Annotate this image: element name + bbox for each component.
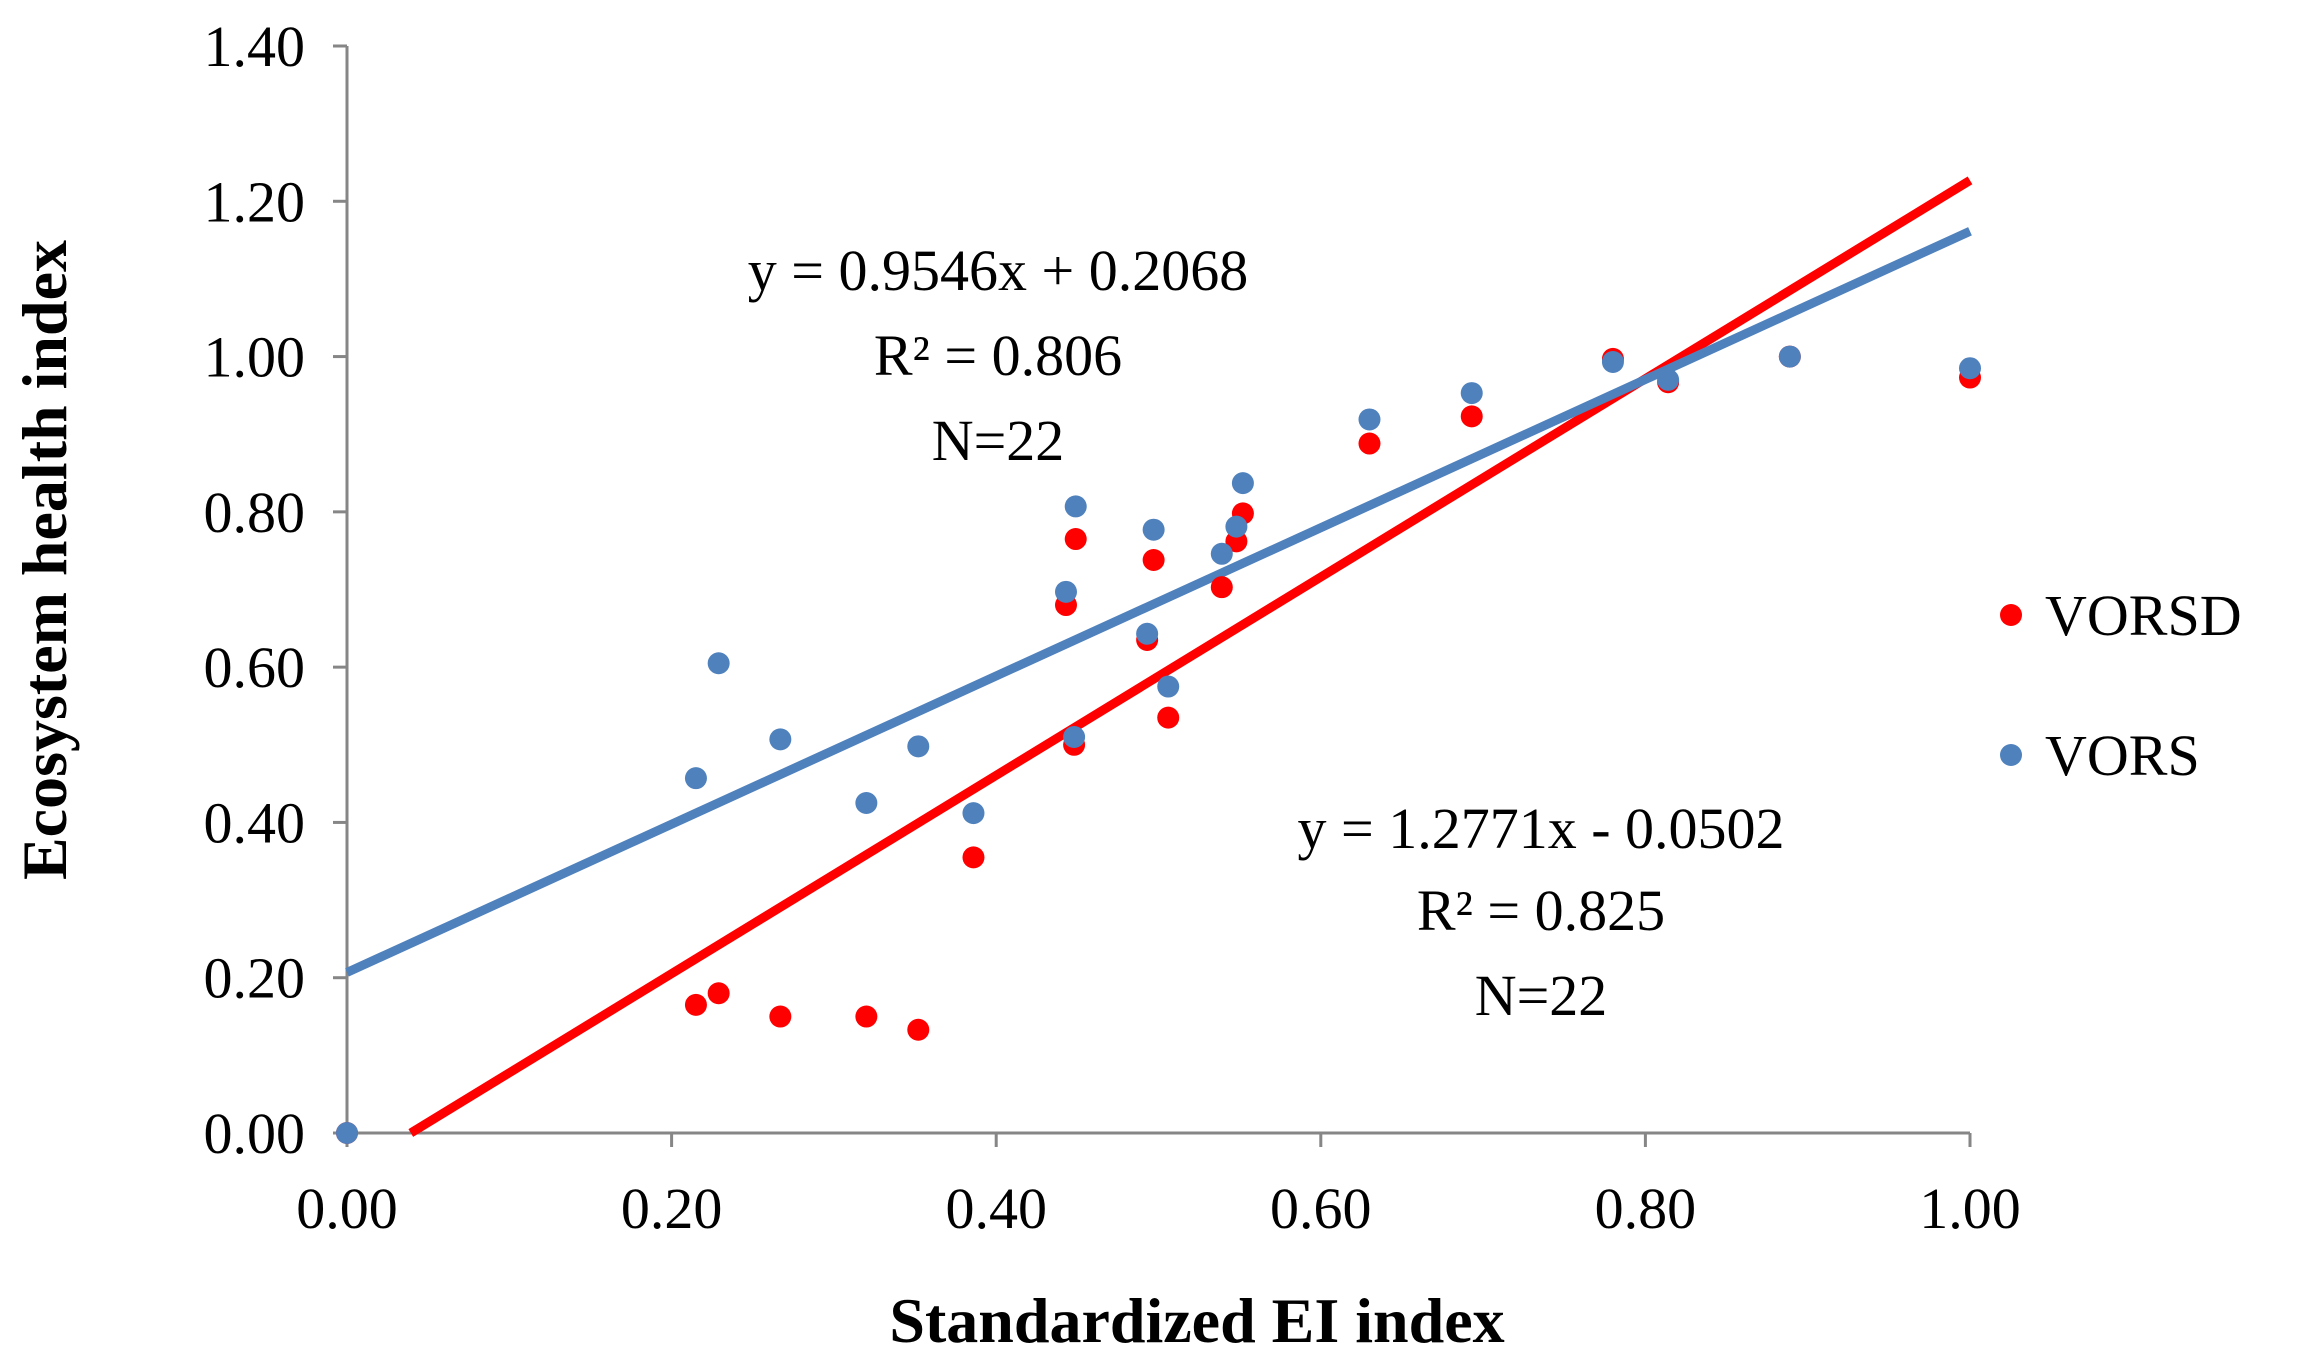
vorsd-r-squared: R² = 0.825 bbox=[1417, 878, 1665, 943]
vors-point bbox=[1601, 351, 1624, 374]
vors-r-squared: R² = 0.806 bbox=[874, 323, 1122, 388]
vorsd-point bbox=[907, 1018, 930, 1041]
y-tick-label: 0.60 bbox=[204, 635, 306, 700]
vors-point bbox=[962, 802, 985, 825]
vors-point bbox=[1064, 495, 1087, 518]
y-tick-label: 0.00 bbox=[204, 1101, 306, 1166]
vors-trendline bbox=[345, 227, 1972, 977]
y-tick-label: 0.40 bbox=[204, 790, 306, 855]
vors-point bbox=[907, 735, 930, 758]
vors-point bbox=[1657, 368, 1680, 391]
x-tick-label: 0.80 bbox=[1595, 1176, 1697, 1241]
vors-point bbox=[1778, 345, 1801, 368]
vors-point bbox=[1210, 542, 1233, 565]
x-tick-label: 0.00 bbox=[296, 1176, 398, 1241]
vors-point bbox=[684, 767, 707, 790]
legend-label-vorsd: VORSD bbox=[2045, 583, 2242, 648]
vors-point bbox=[1136, 622, 1159, 645]
y-tick-label: 0.20 bbox=[204, 946, 306, 1011]
vorsd-point bbox=[1157, 706, 1180, 729]
vorsd-point bbox=[1142, 548, 1165, 571]
vors-point bbox=[1157, 675, 1180, 698]
x-tick-label: 1.00 bbox=[1919, 1176, 2021, 1241]
y-tick-label: 1.20 bbox=[204, 169, 306, 234]
x-tick-label: 0.20 bbox=[621, 1176, 723, 1241]
vorsd-point bbox=[855, 1005, 878, 1028]
vors-point bbox=[1358, 408, 1381, 431]
vorsd-point bbox=[1358, 432, 1381, 455]
vors-point bbox=[1231, 472, 1254, 495]
vorsd-point bbox=[1460, 405, 1483, 428]
legend-marker-vors bbox=[2000, 744, 2022, 766]
vorsd-point bbox=[769, 1005, 792, 1028]
vorsd-point bbox=[1064, 528, 1087, 551]
vorsd-point bbox=[1210, 576, 1233, 599]
trendlines bbox=[345, 176, 1973, 1137]
x-axis-title: Standardized EI index bbox=[889, 1285, 1504, 1356]
y-tick-label: 1.40 bbox=[204, 14, 306, 79]
vorsd-equation: y = 1.2771x - 0.0502 bbox=[1297, 796, 1784, 861]
vors-point bbox=[336, 1122, 358, 1144]
vorsd-point bbox=[684, 993, 707, 1016]
legend: VORSD VORS bbox=[2000, 583, 2242, 788]
x-tick-label: 0.40 bbox=[945, 1176, 1047, 1241]
vorsd-trendline bbox=[408, 176, 1973, 1137]
legend-marker-vorsd bbox=[2000, 604, 2022, 626]
vorsd-point bbox=[962, 846, 985, 869]
vorsd-n-count: N=22 bbox=[1475, 963, 1608, 1028]
vorsd-point bbox=[707, 982, 730, 1005]
y-axis-title: Ecosystem health index bbox=[9, 240, 80, 880]
vors-point bbox=[1460, 382, 1483, 405]
vors-point bbox=[855, 792, 878, 815]
vors-point bbox=[1225, 515, 1248, 538]
vors-point bbox=[1959, 357, 1981, 380]
vors-point bbox=[1054, 580, 1077, 603]
vors-point bbox=[1142, 518, 1165, 541]
vors-equation: y = 0.9546x + 0.2068 bbox=[748, 238, 1248, 303]
vors-point bbox=[769, 728, 792, 751]
vors-n-count: N=22 bbox=[932, 408, 1065, 473]
axes: 0.00 0.20 0.40 0.60 0.80 1.00 0.00 0.20 0.40 0.60… bbox=[204, 14, 2021, 1241]
x-tick-label: 0.60 bbox=[1270, 1176, 1372, 1241]
vors-point bbox=[707, 652, 730, 675]
vors-point bbox=[1063, 726, 1086, 749]
data-points bbox=[336, 345, 1981, 1144]
y-tick-label: 1.00 bbox=[204, 325, 306, 390]
legend-label-vors: VORS bbox=[2045, 723, 2200, 788]
y-tick-label: 0.80 bbox=[204, 480, 306, 545]
